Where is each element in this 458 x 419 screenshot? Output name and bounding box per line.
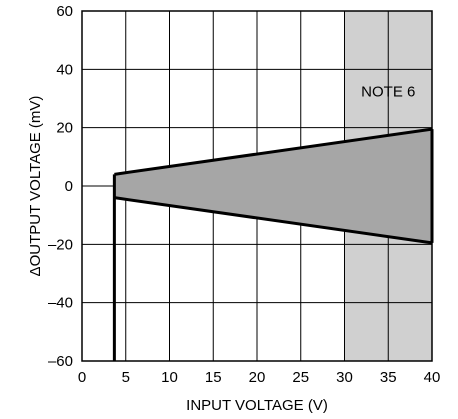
x-tick-label: 30 <box>336 369 353 386</box>
y-tick-label: 40 <box>56 61 73 78</box>
upper-limit-line <box>114 127 433 176</box>
y-axis-title: ΔOUTPUT VOLTAGE (mV) <box>27 96 44 277</box>
plot-frame <box>81 10 433 362</box>
lower-limit-line <box>114 196 433 245</box>
y-tick-label: –20 <box>48 236 73 253</box>
y-tick-label: 0 <box>65 178 73 195</box>
y-tick-label: 60 <box>56 3 73 20</box>
x-tick-label: 25 <box>292 369 309 386</box>
x-tick-label: 40 <box>424 369 441 386</box>
x-tick-label: 0 <box>78 369 86 386</box>
y-tick-label: –40 <box>48 295 73 312</box>
y-tick-label: –60 <box>48 353 73 370</box>
x-tick-label: 35 <box>380 369 397 386</box>
y-tick-label: 20 <box>56 120 73 137</box>
x-tick-label: 15 <box>205 369 222 386</box>
x-tick-label: 10 <box>161 369 178 386</box>
x-tick-label: 20 <box>249 369 266 386</box>
note-annotation: NOTE 6 <box>361 83 415 100</box>
tolerance-band <box>114 129 432 243</box>
x-axis-title: INPUT VOLTAGE (V) <box>186 397 328 414</box>
x-tick-label: 5 <box>122 369 130 386</box>
